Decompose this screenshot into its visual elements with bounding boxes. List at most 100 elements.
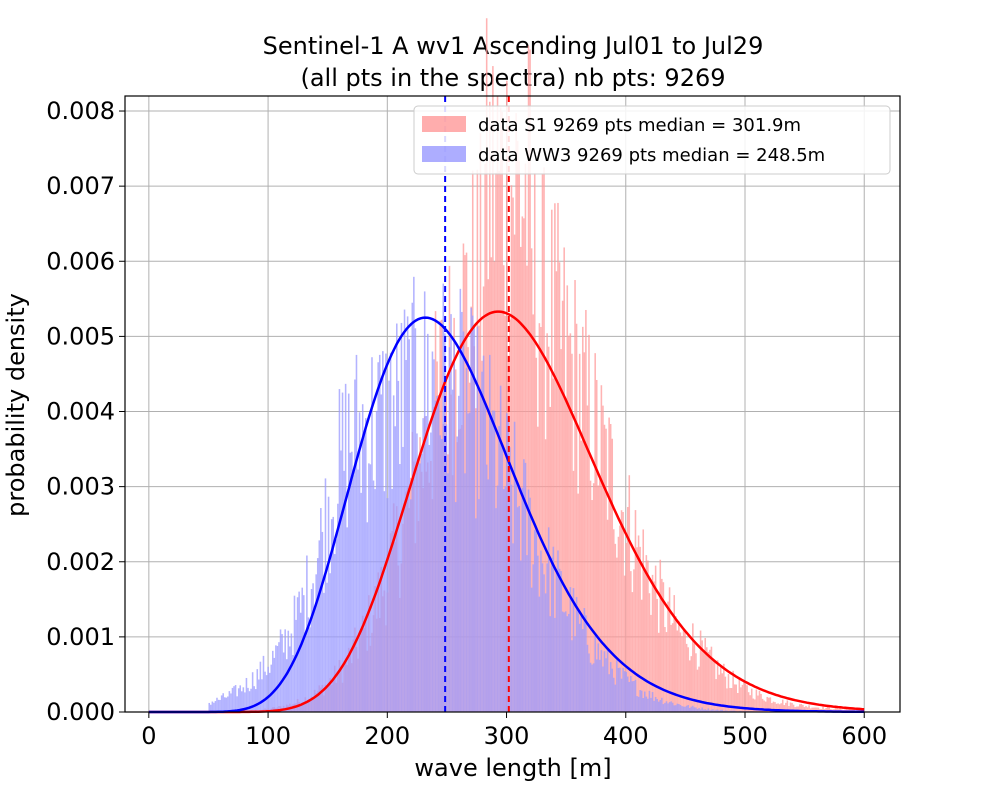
histogram-bar-s1 — [583, 352, 586, 712]
histogram-bar-ww3 — [524, 462, 527, 712]
histogram-bar-ww3 — [678, 704, 680, 712]
histogram-bar-ww3 — [375, 410, 378, 712]
histogram-bar-s1 — [709, 649, 711, 712]
histogram-bar-ww3 — [552, 546, 555, 712]
histogram-bar-s1 — [611, 438, 614, 712]
histogram-bar-ww3 — [495, 508, 497, 712]
histogram-bar-ww3 — [417, 462, 420, 712]
histogram-bar-ww3 — [726, 710, 728, 712]
histogram-bar-s1 — [752, 698, 755, 712]
histogram-bar-ww3 — [527, 489, 530, 712]
histogram-bar-ww3 — [447, 473, 449, 712]
histogram-bar-ww3 — [698, 708, 700, 712]
histogram-bar-ww3 — [687, 704, 689, 712]
histogram-bar-ww3 — [585, 615, 587, 712]
histogram-bar-s1 — [645, 555, 648, 712]
x-tick-label: 500 — [722, 722, 768, 750]
histogram-bar-ww3 — [597, 643, 600, 712]
histogram-bar-s1 — [560, 349, 562, 712]
histogram-bar-s1 — [659, 559, 662, 712]
histogram-bar-s1 — [532, 314, 534, 712]
histogram-bar-s1 — [515, 113, 517, 712]
histogram-bar-s1 — [730, 688, 733, 712]
histogram-bar-s1 — [704, 638, 707, 712]
histogram-bar-ww3 — [380, 394, 383, 712]
histogram-bar-s1 — [803, 707, 806, 712]
histogram-bar-ww3 — [431, 351, 434, 712]
histogram-bar-ww3 — [521, 487, 524, 712]
x-axis-label: wave length [m] — [414, 754, 611, 782]
histogram-bar-s1 — [603, 424, 606, 712]
histogram-bar-s1 — [675, 616, 677, 712]
histogram-bar-ww3 — [382, 351, 384, 712]
histogram-bar-s1 — [566, 285, 569, 712]
histogram-bar-s1 — [540, 326, 542, 712]
y-tick-label: 0.004 — [46, 398, 115, 426]
histogram-bar-ww3 — [214, 701, 217, 712]
histogram-bar-s1 — [741, 684, 744, 712]
histogram-bar-s1 — [676, 630, 679, 712]
histogram-bar-s1 — [721, 673, 724, 712]
legend-entry-s1-label: data S1 9269 pts median = 301.9m — [478, 115, 801, 136]
histogram-bar-s1 — [613, 529, 615, 712]
histogram-bar-s1 — [592, 483, 595, 712]
histogram-bar-ww3 — [434, 400, 437, 712]
histogram-bar-s1 — [551, 209, 553, 712]
histogram-bar-s1 — [763, 700, 765, 712]
histogram-bar-ww3 — [347, 393, 350, 712]
histogram-bar-s1 — [786, 700, 789, 712]
histogram-bar-ww3 — [546, 563, 548, 712]
histogram-bar-ww3 — [409, 499, 412, 712]
histogram-bar-ww3 — [458, 395, 460, 712]
histogram-bar-ww3 — [668, 702, 671, 712]
histogram-bar-s1 — [733, 684, 736, 712]
histogram-bar-ww3 — [716, 709, 719, 712]
histogram-bar-ww3 — [704, 709, 707, 712]
histogram-bar-ww3 — [330, 519, 333, 712]
histogram-bar-ww3 — [313, 606, 316, 712]
histogram-bar-ww3 — [479, 393, 482, 712]
histogram-bar-ww3 — [365, 418, 367, 712]
histogram-bar-ww3 — [670, 701, 672, 712]
histogram-bar-ww3 — [684, 706, 686, 712]
x-tick-label: 100 — [245, 722, 291, 750]
histogram-bar-ww3 — [667, 703, 669, 712]
y-tick-label: 0.006 — [46, 247, 115, 275]
histogram-bar-ww3 — [710, 709, 713, 712]
histogram-bar-s1 — [634, 510, 637, 712]
histogram-bar-s1 — [781, 699, 784, 712]
histogram-bar-ww3 — [619, 667, 621, 712]
histogram-bar-ww3 — [609, 662, 612, 712]
histogram-bar-s1 — [825, 707, 827, 712]
histogram-bar-s1 — [502, 265, 505, 712]
histogram-bar-ww3 — [665, 701, 668, 712]
histogram-bar-ww3 — [217, 699, 220, 712]
histogram-bar-ww3 — [411, 302, 414, 712]
histogram-bar-ww3 — [569, 587, 572, 712]
histogram-bar-ww3 — [256, 669, 259, 712]
chart-title-line-1: Sentinel-1 A wv1 Ascending Jul01 to Jul2… — [263, 32, 764, 60]
histogram-bar-s1 — [738, 677, 741, 712]
histogram-bar-ww3 — [566, 616, 569, 712]
histogram-bar-ww3 — [594, 635, 596, 712]
histogram-bar-ww3 — [468, 412, 471, 712]
histogram-bar-ww3 — [304, 633, 307, 712]
histogram-bar-ww3 — [489, 354, 491, 712]
histogram-bar-s1 — [544, 439, 547, 712]
histogram-bar-ww3 — [340, 450, 342, 712]
histogram-bar-s1 — [771, 703, 773, 712]
histogram-bar-s1 — [574, 280, 576, 712]
histogram-bar-s1 — [651, 574, 654, 712]
histogram-bar-ww3 — [695, 707, 697, 712]
histogram-bar-s1 — [569, 333, 572, 712]
histogram-bar-ww3 — [733, 710, 736, 712]
histogram-bar-ww3 — [537, 555, 539, 712]
histogram-bar-s1 — [780, 703, 782, 712]
histogram-bar-ww3 — [626, 676, 629, 712]
histogram-bar-ww3 — [428, 445, 431, 712]
histogram-bar-s1 — [642, 529, 645, 712]
histogram-bar-s1 — [816, 707, 818, 712]
histogram-bar-ww3 — [352, 475, 355, 712]
histogram-bar-s1 — [789, 702, 792, 712]
